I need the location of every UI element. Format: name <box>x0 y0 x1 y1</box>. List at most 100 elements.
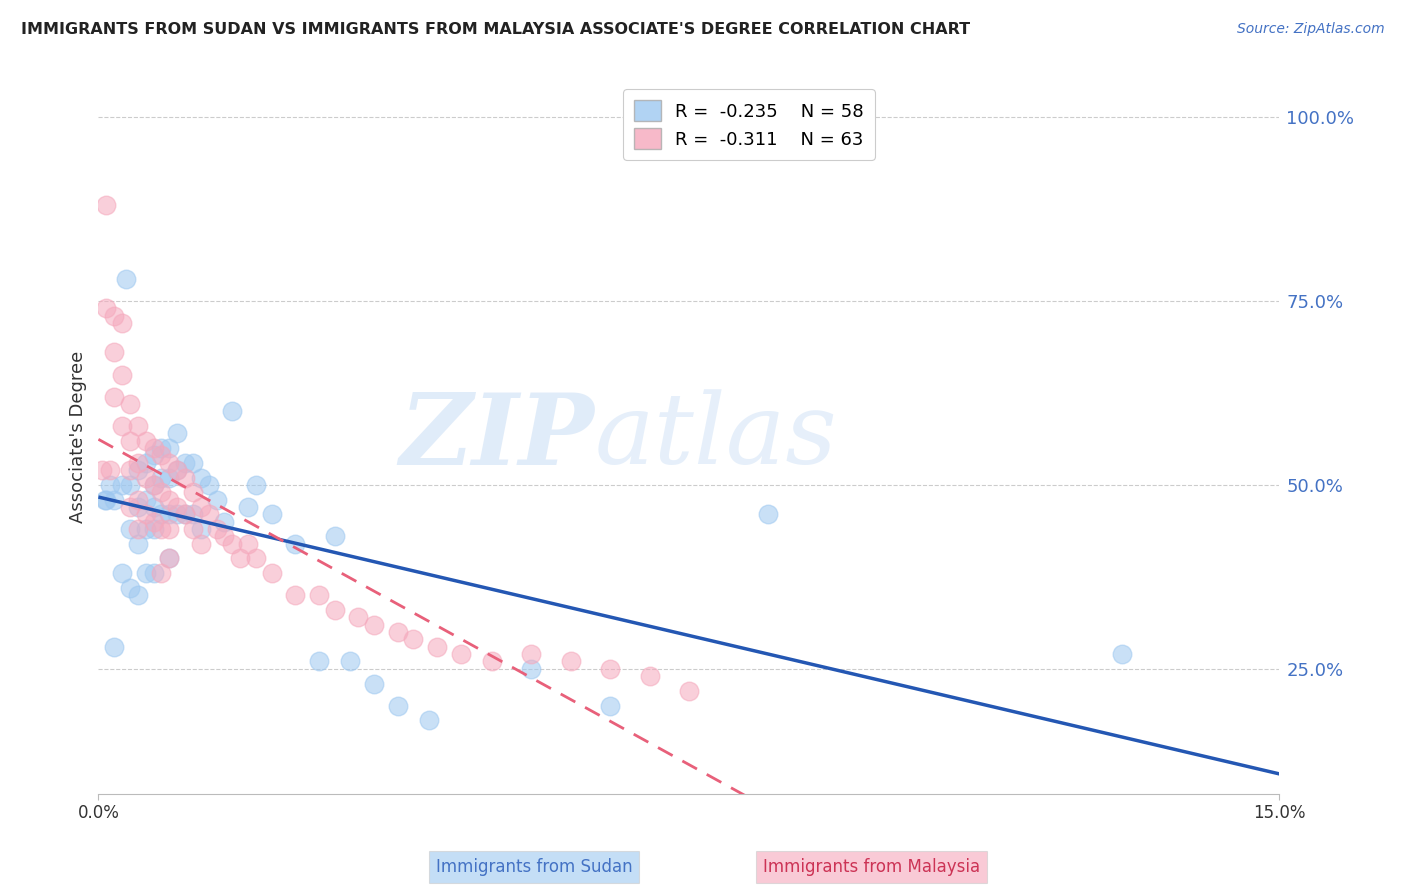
Point <box>190 537 212 551</box>
Point <box>118 463 141 477</box>
Point <box>678 684 700 698</box>
Point <box>214 529 236 543</box>
Point <box>214 515 236 529</box>
Point <box>142 441 165 455</box>
Point <box>103 492 125 507</box>
Point <box>347 610 370 624</box>
Point <box>284 588 307 602</box>
Text: ZIP: ZIP <box>399 389 595 485</box>
Point <box>127 463 149 477</box>
Point <box>221 537 243 551</box>
Point <box>166 463 188 477</box>
Point <box>450 647 472 661</box>
Point <box>118 478 141 492</box>
Point <box>142 478 165 492</box>
Point <box>93 492 115 507</box>
Point <box>174 508 197 522</box>
Point <box>236 537 259 551</box>
Point <box>142 478 165 492</box>
Point <box>166 508 188 522</box>
Point <box>142 522 165 536</box>
Point <box>150 441 173 455</box>
Point <box>520 662 543 676</box>
Point <box>111 316 134 330</box>
Point <box>127 500 149 514</box>
Point <box>135 522 157 536</box>
Point <box>363 617 385 632</box>
Point <box>118 522 141 536</box>
Point <box>118 500 141 514</box>
Point <box>190 470 212 484</box>
Point <box>91 463 114 477</box>
Point <box>181 508 204 522</box>
Point <box>339 655 361 669</box>
Point <box>166 500 188 514</box>
Legend: R =  -0.235    N = 58, R =  -0.311    N = 63: R = -0.235 N = 58, R = -0.311 N = 63 <box>623 89 875 160</box>
Point <box>481 655 503 669</box>
Point <box>150 470 173 484</box>
Point <box>236 500 259 514</box>
Point <box>599 662 621 676</box>
Point <box>418 714 440 728</box>
Point <box>157 551 180 566</box>
Point <box>135 470 157 484</box>
Point <box>260 566 283 581</box>
Point <box>103 640 125 654</box>
Point <box>181 456 204 470</box>
Point <box>221 404 243 418</box>
Point <box>135 492 157 507</box>
Text: atlas: atlas <box>595 390 837 484</box>
Point <box>245 478 267 492</box>
Point <box>157 441 180 455</box>
Point <box>387 625 409 640</box>
Point <box>197 508 219 522</box>
Point <box>118 581 141 595</box>
Point <box>260 508 283 522</box>
Point <box>205 492 228 507</box>
Point <box>111 368 134 382</box>
Point <box>599 698 621 713</box>
Point <box>323 603 346 617</box>
Point <box>103 345 125 359</box>
Point <box>96 492 118 507</box>
Point <box>135 508 157 522</box>
Point <box>166 426 188 441</box>
Point <box>150 566 173 581</box>
Point <box>127 537 149 551</box>
Point <box>229 551 252 566</box>
Point <box>174 456 197 470</box>
Point <box>323 529 346 543</box>
Text: Immigrants from Malaysia: Immigrants from Malaysia <box>763 858 980 876</box>
Point <box>756 508 779 522</box>
Point <box>166 463 188 477</box>
Y-axis label: Associate's Degree: Associate's Degree <box>69 351 87 524</box>
Point <box>135 434 157 448</box>
Point <box>127 588 149 602</box>
Text: IMMIGRANTS FROM SUDAN VS IMMIGRANTS FROM MALAYSIA ASSOCIATE'S DEGREE CORRELATION: IMMIGRANTS FROM SUDAN VS IMMIGRANTS FROM… <box>21 22 970 37</box>
Point <box>181 522 204 536</box>
Point <box>157 492 180 507</box>
Text: Source: ZipAtlas.com: Source: ZipAtlas.com <box>1237 22 1385 37</box>
Point <box>115 272 138 286</box>
Text: Immigrants from Sudan: Immigrants from Sudan <box>436 858 633 876</box>
Point <box>127 492 149 507</box>
Point <box>135 456 157 470</box>
Point <box>205 522 228 536</box>
Point <box>150 449 173 463</box>
Point <box>181 485 204 500</box>
Point <box>157 551 180 566</box>
Point <box>118 397 141 411</box>
Point <box>308 588 330 602</box>
Point <box>560 655 582 669</box>
Point <box>142 515 165 529</box>
Point <box>190 522 212 536</box>
Point <box>111 419 134 434</box>
Point <box>426 640 449 654</box>
Point <box>245 551 267 566</box>
Point <box>127 419 149 434</box>
Point <box>98 478 121 492</box>
Point <box>157 522 180 536</box>
Point <box>402 632 425 647</box>
Point <box>103 390 125 404</box>
Point <box>157 456 180 470</box>
